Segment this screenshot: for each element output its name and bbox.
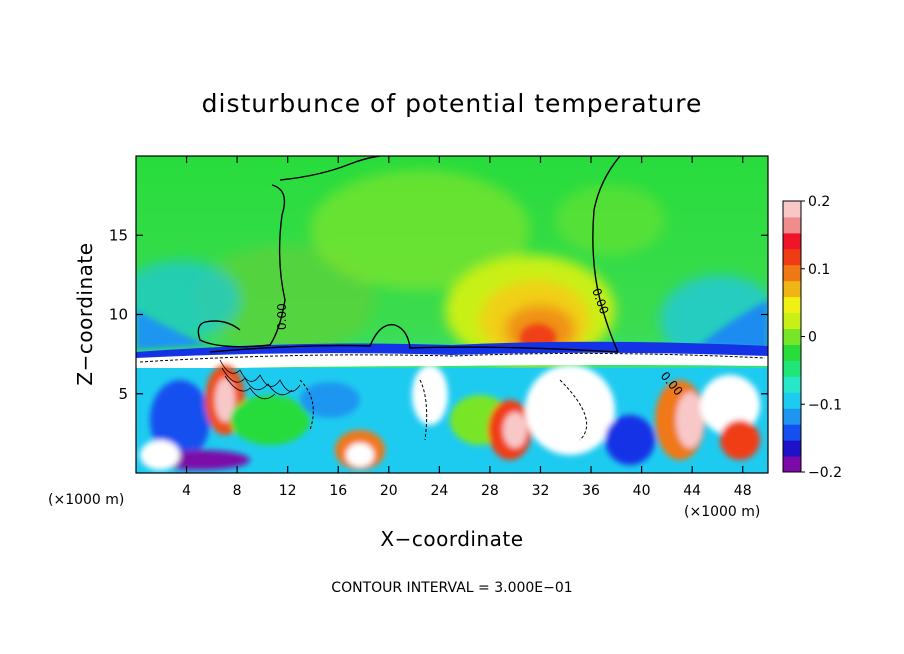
colorbar-tick-label: −0.2: [808, 465, 842, 481]
plot-area: 0.00 0.00 0.00: [136, 156, 768, 473]
x-tick-label: 36: [582, 483, 600, 499]
x-unit-right: (×1000 m): [684, 504, 760, 520]
colorbar-swatch: [783, 456, 801, 473]
colorbar-swatch: [783, 248, 801, 266]
colorbar-tick-label: 0.2: [808, 194, 830, 210]
colorbar-swatch: [783, 376, 801, 393]
x-tick-label: 8: [233, 483, 242, 499]
colorbar-swatch: [783, 296, 801, 314]
x-tick-label: 24: [430, 483, 448, 499]
colorbar-tick-label: −0.1: [808, 397, 842, 413]
colorbar-swatch: [783, 201, 801, 218]
colorbar-tick-label: 0: [808, 330, 817, 346]
x-tick-label: 28: [481, 483, 499, 499]
colorbar-swatch: [783, 440, 801, 457]
colorbar: 0.2 0.1 0 −0.1 −0.2: [782, 194, 842, 481]
x-tick-label: 12: [279, 483, 297, 499]
x-tick-label: 40: [633, 483, 651, 499]
colorbar-swatch: [783, 280, 801, 298]
y-axis: 5 10 15: [109, 226, 768, 403]
colorbar-swatch: [783, 328, 801, 345]
y-tick-label: 15: [109, 226, 128, 244]
x-tick-label: 44: [683, 483, 701, 499]
contour-label: 0.00: [275, 303, 289, 330]
x-unit-left: (×1000 m): [48, 492, 124, 508]
colorbar-swatch: [783, 344, 801, 361]
colorbar-swatch: [783, 312, 801, 330]
y-axis-label: Z−coordinate: [73, 242, 97, 385]
colorbar-swatch: [783, 392, 801, 409]
x-tick-label: 20: [380, 483, 398, 499]
x-tick-label: 4: [182, 483, 191, 499]
x-tick-label: 32: [532, 483, 550, 499]
chart-title: disturbunce of potential temperature: [202, 89, 703, 118]
colorbar-tick-label: 0.1: [808, 262, 830, 278]
colorbar-swatch: [783, 424, 801, 441]
colorbar-swatch: [783, 264, 801, 282]
x-axis-label: X−coordinate: [380, 527, 523, 551]
x-tick-label: 48: [734, 483, 752, 499]
colorbar-swatch: [783, 408, 801, 425]
x-tick-label: 16: [329, 483, 347, 499]
colorbar-swatch: [783, 360, 801, 377]
colorbar-swatch: [783, 232, 801, 250]
colorbar-swatch: [783, 216, 801, 234]
y-tick-label: 5: [118, 385, 128, 403]
y-tick-label: 10: [109, 306, 128, 324]
x-axis: 4 8 12 16 20 24 28 32 36 40 44 48: [182, 156, 752, 499]
contour-interval-footer: CONTOUR INTERVAL = 3.000E−01: [331, 580, 572, 596]
